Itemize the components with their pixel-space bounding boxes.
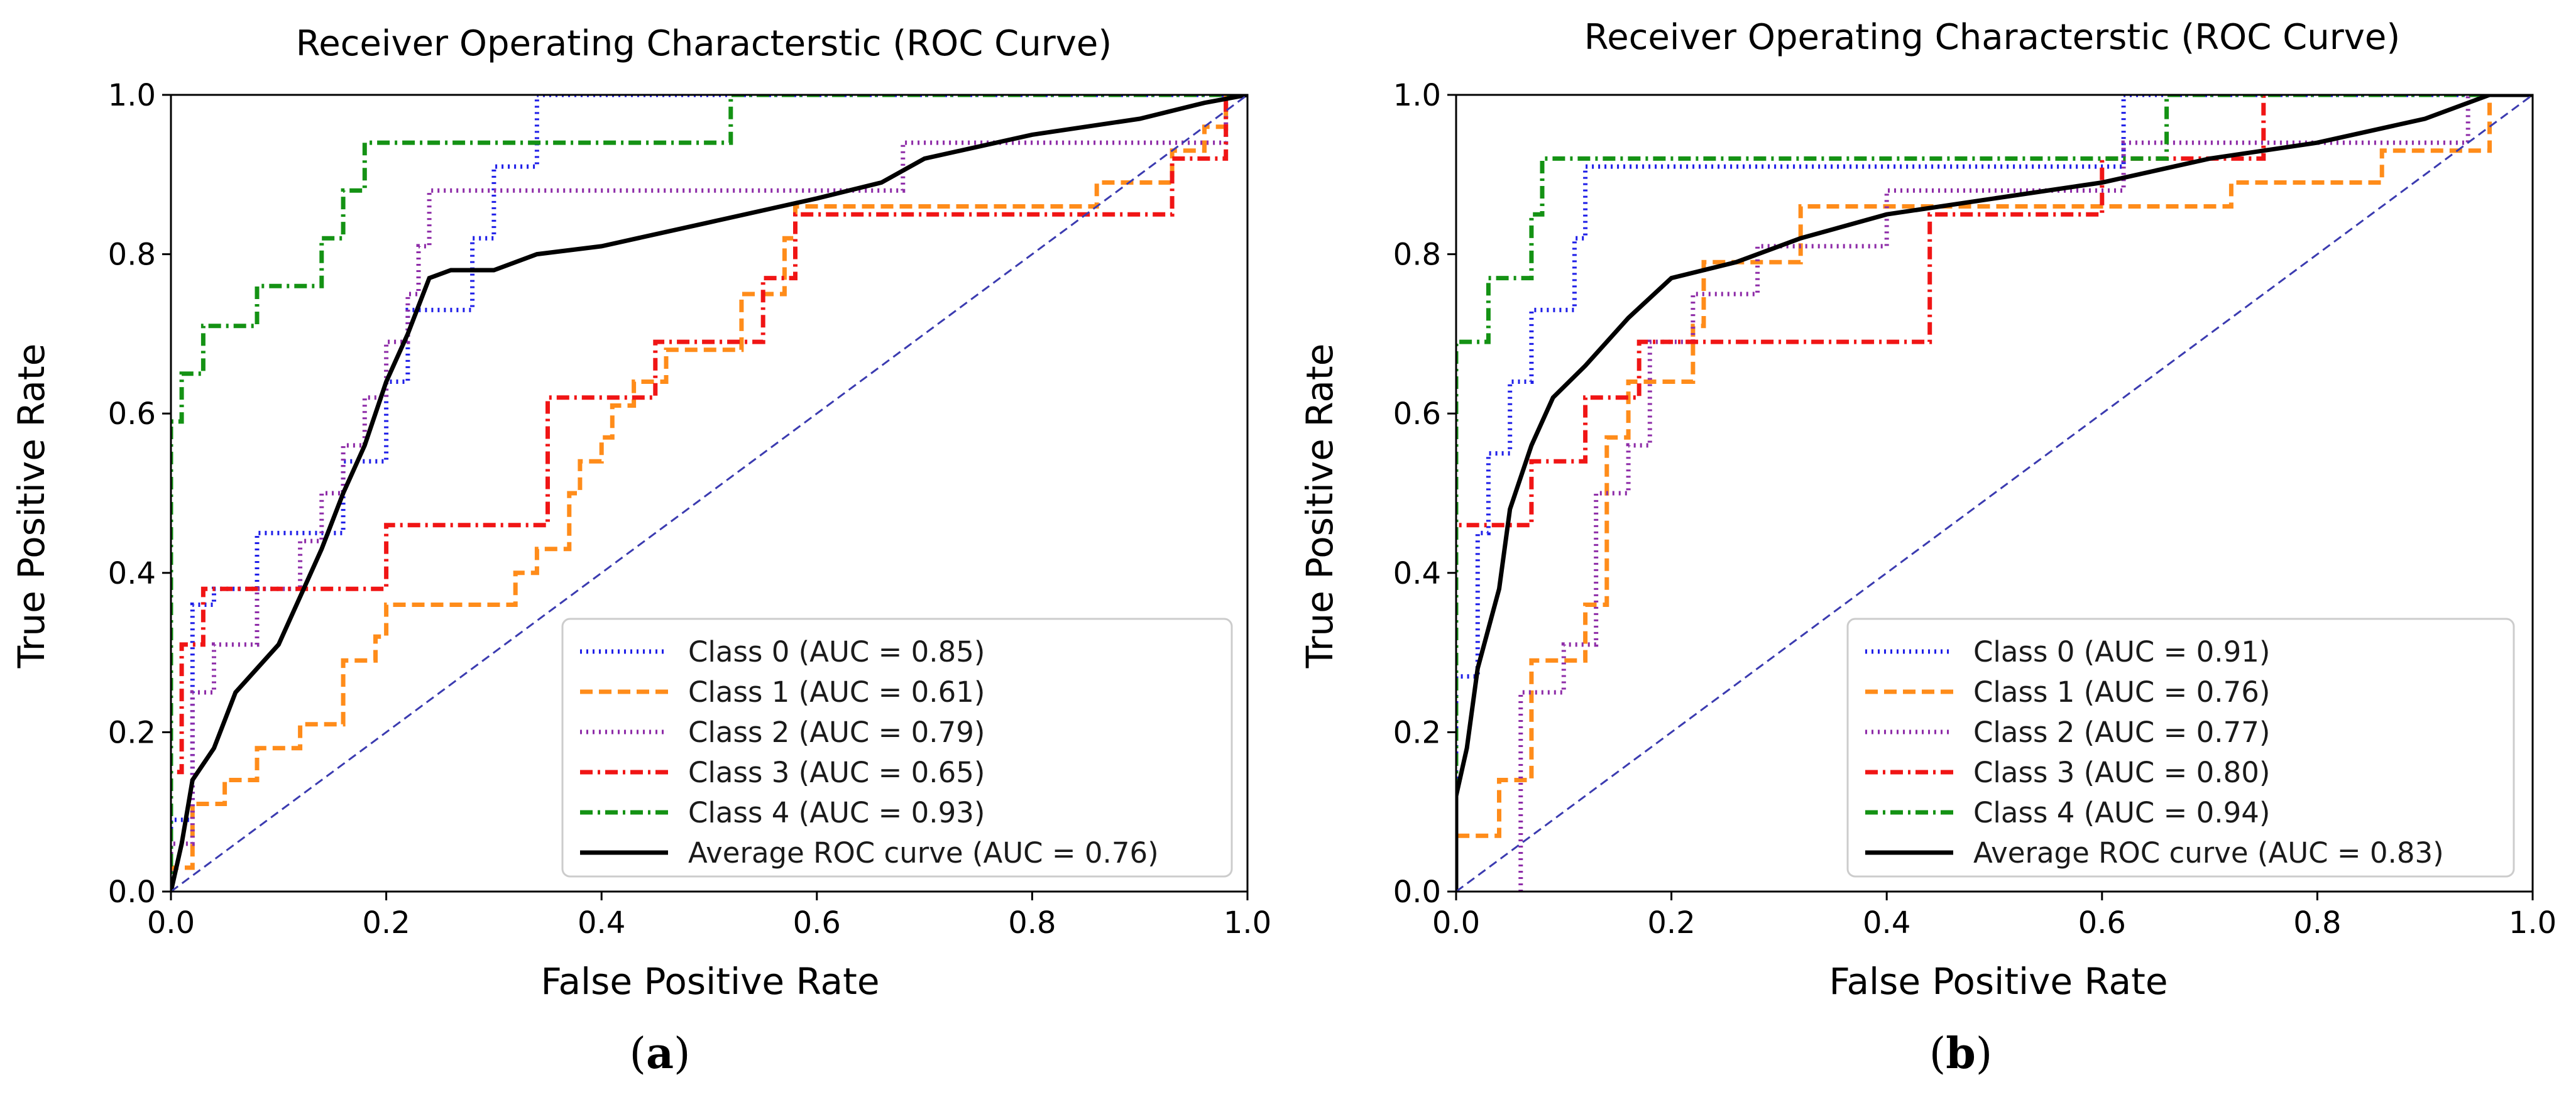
chance-diagonal-line [1456, 95, 2533, 892]
y-tick-label: 0.4 [108, 556, 156, 591]
series-line-class-4 [171, 95, 1247, 892]
legend-label: Class 0 (AUC = 0.85) [688, 635, 985, 669]
y-tick-label: 0.6 [108, 396, 156, 432]
chart-a-title: Receiver Operating Characterstic (ROC Cu… [296, 23, 1112, 64]
legend-label: Average ROC curve (AUC = 0.83) [1973, 836, 2444, 870]
x-tick-label: 1.0 [2509, 905, 2557, 941]
chart-b-title: Receiver Operating Characterstic (ROC Cu… [1584, 17, 2400, 58]
y-tick-label: 1.0 [1393, 78, 1441, 113]
y-tick-label: 0.4 [1393, 556, 1441, 591]
x-tick-label: 1.0 [1224, 905, 1271, 941]
legend-label: Class 2 (AUC = 0.79) [688, 716, 985, 749]
legend-label: Class 1 (AUC = 0.76) [1973, 675, 2270, 709]
x-tick-label: 0.0 [1432, 905, 1480, 941]
series-line-class-0 [171, 95, 1247, 892]
y-tick-label: 0.8 [1393, 237, 1441, 273]
legend-label: Average ROC curve (AUC = 0.76) [688, 836, 1159, 870]
legend-label: Class 0 (AUC = 0.91) [1973, 635, 2270, 669]
series-line-class-0 [1456, 95, 2533, 892]
x-tick-label: 0.0 [147, 905, 195, 941]
chart-b-plot-area: 0.0 0.2 0.4 0.6 0.8 1.0 0.0 0.2 0.4 0.6 0.8 1.0 [1393, 78, 2557, 941]
plot-frame [1455, 94, 2534, 893]
series-line-average [1456, 95, 2533, 892]
chance-diagonal-line [171, 95, 1247, 892]
y-tick-label: 0.2 [1393, 715, 1441, 750]
legend-box [561, 618, 1233, 878]
y-tick-label: 0.6 [1393, 396, 1441, 432]
x-tick-label: 0.6 [793, 905, 841, 941]
chart-b-caption-letter: b [1946, 1029, 1976, 1079]
legend-label: Class 4 (AUC = 0.94) [1973, 796, 2270, 829]
x-tick-label: 0.8 [2293, 905, 2341, 941]
chart-b-caption: (b) [1929, 1029, 1993, 1079]
legend-label: Class 2 (AUC = 0.77) [1973, 716, 2270, 749]
chart-a-caption: (a) [629, 1029, 690, 1079]
y-tick-label: 0.0 [1393, 875, 1441, 910]
chart-a: Receiver Operating Characterstic (ROC Cu… [10, 23, 1271, 1079]
legend-box [1846, 618, 2515, 878]
x-tick-label: 0.8 [1008, 905, 1056, 941]
x-tick-label: 0.4 [1863, 905, 1910, 941]
x-tick-label: 0.6 [2078, 905, 2126, 941]
series-line-average [171, 95, 1247, 892]
legend-label: Class 3 (AUC = 0.65) [688, 756, 985, 789]
chart-a-caption-letter: a [646, 1029, 674, 1079]
legend-label: Class 3 (AUC = 0.80) [1973, 756, 2270, 789]
x-tick-label: 0.4 [578, 905, 625, 941]
y-tick-label: 0.2 [108, 715, 156, 750]
series-line-class-3 [171, 95, 1247, 892]
chart-a-xlabel: False Positive Rate [540, 960, 879, 1003]
chart-b-ylabel: True Positive Rate [1298, 344, 1341, 669]
legend-label: Class 1 (AUC = 0.61) [688, 675, 985, 709]
chart-a-plot-area: 0.0 0.2 0.4 0.6 0.8 1.0 0.0 0.2 0.4 0.6 0.8 1.0 [108, 78, 1272, 941]
x-tick-label: 0.2 [1647, 905, 1695, 941]
chart-b-legend: Class 0 (AUC = 0.91) Class 1 (AUC = 0.76)… [1846, 618, 2515, 878]
chart-a-ylabel: True Positive Rate [10, 344, 53, 669]
y-tick-label: 1.0 [108, 78, 156, 113]
series-line-class-4 [1456, 95, 2533, 892]
chart-b-xlabel: False Positive Rate [1829, 960, 2168, 1003]
series-line-class-1 [1456, 95, 2533, 892]
series-line-class-1 [171, 95, 1247, 892]
chart-b: Receiver Operating Characterstic (ROC Cu… [1298, 17, 2557, 1079]
legend-label: Class 4 (AUC = 0.93) [688, 796, 985, 829]
x-tick-label: 0.2 [362, 905, 410, 941]
chart-a-legend: Class 0 (AUC = 0.85) Class 1 (AUC = 0.61)… [561, 618, 1233, 878]
y-tick-label: 0.0 [108, 875, 156, 910]
y-tick-label: 0.8 [108, 237, 156, 273]
plot-frame [170, 94, 1249, 893]
